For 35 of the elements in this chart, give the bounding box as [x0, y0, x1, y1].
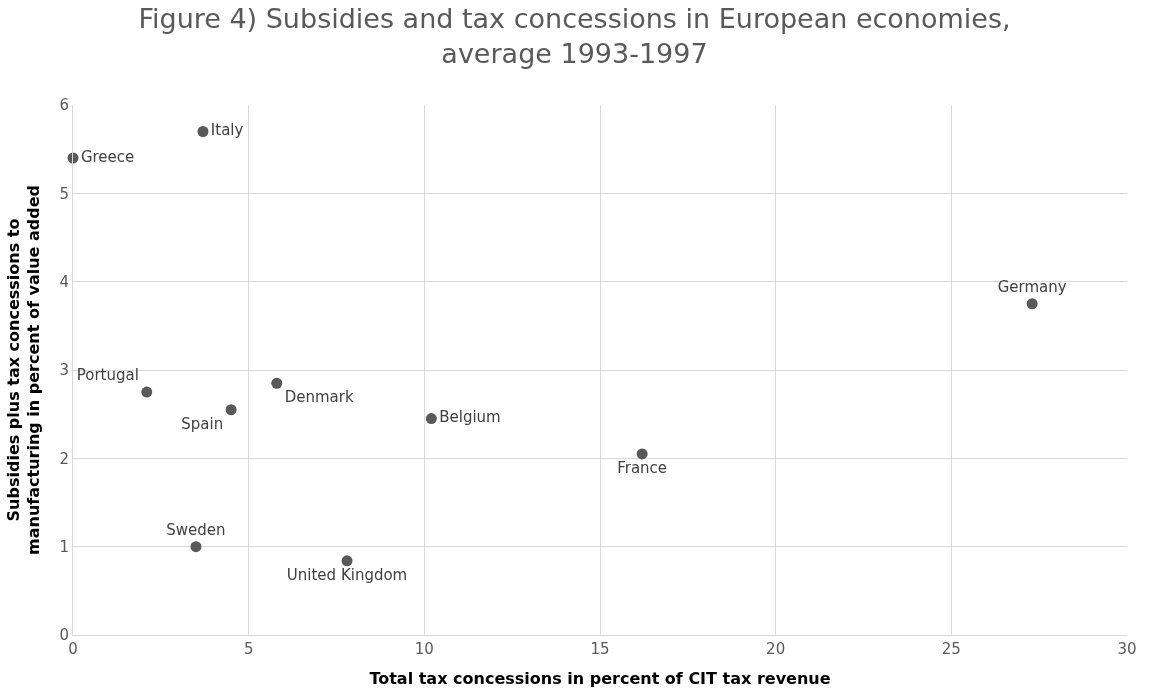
point	[636, 448, 648, 460]
point	[271, 377, 283, 389]
x-tick-label: 5	[243, 640, 254, 658]
series-label: Sweden	[166, 521, 226, 540]
x-tick-label: 10	[414, 640, 434, 658]
series-label: France	[617, 459, 668, 478]
y-tick-label: 4	[59, 272, 69, 291]
y-tick-label: 6	[59, 96, 69, 115]
series-label: Belgium	[439, 408, 501, 427]
point	[425, 413, 437, 425]
y-tick-label: 0	[59, 626, 69, 645]
x-tick-label: 25	[941, 640, 961, 658]
point	[190, 541, 202, 553]
x-tick-label: 15	[590, 640, 610, 658]
y-tick-label: 5	[59, 184, 69, 203]
point	[1026, 298, 1038, 310]
y-axis-title: Subsidies plus tax concessions to manufacturing in percent of value added	[3, 185, 44, 555]
series-label: United Kingdom	[286, 565, 408, 584]
series-label: Italy	[210, 121, 244, 140]
x-tick-label: 30	[1117, 640, 1137, 658]
x-axis-title: Total tax concessions in percent of CIT tax revenue	[369, 668, 831, 688]
y-tick-label: 3	[59, 361, 69, 380]
chart-title: Figure 4) Subsidies and tax concessions in European economies, average 1993-1997	[138, 2, 1011, 69]
y-tick-label: 2	[59, 449, 69, 468]
point	[141, 386, 153, 398]
series-label: Portugal	[76, 366, 139, 385]
series-label: Denmark	[284, 388, 354, 407]
x-tick-label: 20	[766, 640, 786, 658]
point	[197, 126, 209, 137]
point	[341, 555, 353, 567]
point	[225, 404, 237, 416]
series-label: Germany	[997, 278, 1067, 297]
y-tick-label: 1	[59, 537, 69, 556]
series-label: Spain	[181, 414, 224, 433]
series-label: Greece	[80, 147, 135, 166]
